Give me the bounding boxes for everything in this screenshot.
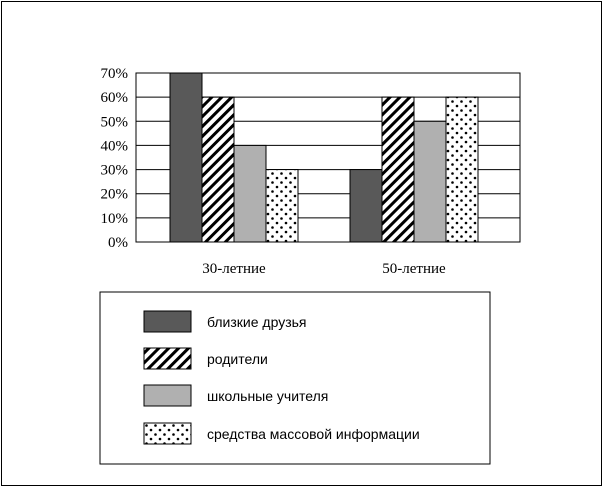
bar [233, 144, 267, 243]
y-axis-ticks: 0% 10% 20% 30% 40% 50% 60% 70% [101, 66, 129, 251]
y-tick-label: 0% [108, 235, 128, 251]
legend-swatch [143, 422, 192, 445]
bar [445, 96, 479, 243]
bar [413, 120, 447, 243]
bar [265, 169, 299, 243]
y-tick-label: 40% [101, 138, 129, 154]
bar [349, 169, 383, 243]
bar [201, 96, 235, 243]
x-axis-categories: 30-летние 50-летние [202, 261, 446, 277]
bars [169, 72, 479, 243]
legend-swatch [143, 384, 192, 407]
plot-border [135, 72, 521, 243]
y-tick-label: 70% [101, 66, 129, 82]
legend-label: школьные учителя [207, 388, 328, 404]
legend-label: родители [207, 351, 268, 367]
bar [169, 72, 203, 243]
y-tick-label: 60% [101, 90, 129, 106]
bar [381, 96, 415, 243]
legend-swatch [143, 310, 192, 333]
legend-label: близкие друзья [207, 314, 307, 330]
legend-label: средства массовой информации [207, 426, 420, 442]
y-tick-label: 30% [101, 163, 129, 179]
y-tick-label: 20% [101, 187, 129, 203]
x-category-label: 50-летние [382, 261, 446, 277]
legend: близкие друзья родители школьные учителя ср… [99, 291, 491, 465]
y-tick-label: 10% [101, 211, 129, 227]
legend-swatch [143, 347, 192, 370]
y-tick-label: 50% [101, 114, 129, 130]
x-category-label: 30-летние [202, 261, 266, 277]
